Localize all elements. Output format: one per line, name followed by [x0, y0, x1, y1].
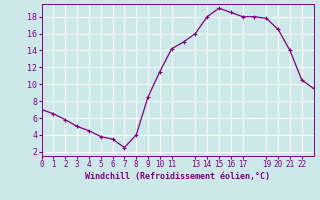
X-axis label: Windchill (Refroidissement éolien,°C): Windchill (Refroidissement éolien,°C): [85, 172, 270, 181]
